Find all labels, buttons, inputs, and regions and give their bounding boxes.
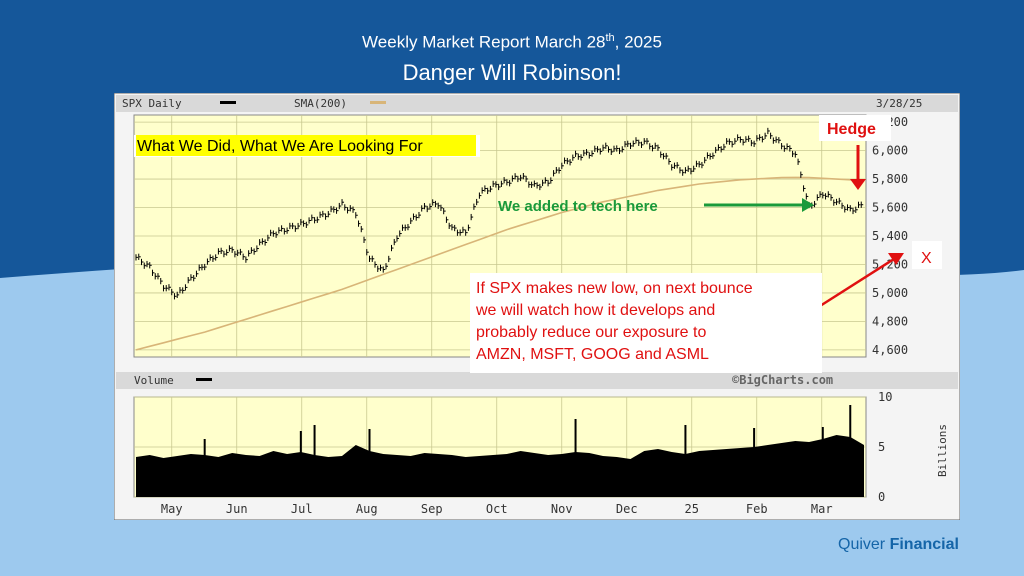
volume-area	[136, 435, 864, 497]
note-line-1: If SPX makes new low, on next bounce	[476, 280, 753, 297]
watermark: ©BigCharts.com	[732, 373, 833, 387]
note-box	[470, 273, 822, 373]
legend-series-swatch	[220, 101, 236, 104]
report-subtitle: Danger Will Robinson!	[402, 60, 622, 85]
note-line-2: we will watch how it develops and	[475, 302, 715, 319]
x-axis-labels: May Jun Jul Aug Sep Oct Nov Dec 25 Feb Mar	[161, 502, 833, 516]
price-y-tick: 5,000	[872, 286, 908, 300]
volume-y-tick: 0	[878, 490, 885, 504]
price-y-tick: 4,600	[872, 343, 908, 357]
annotation-box-highlight	[136, 135, 476, 156]
x-axis-label: Mar	[811, 502, 833, 516]
x-mark: X	[921, 250, 932, 267]
legend-series-label: SPX Daily	[122, 97, 182, 110]
x-axis-label: Aug	[356, 502, 378, 516]
price-series	[135, 127, 864, 300]
note-line-3: probably reduce our exposure to	[476, 324, 706, 341]
hedge-label: Hedge	[827, 121, 876, 138]
price-y-tick: 5,800	[872, 172, 908, 186]
hedge-arrowhead	[850, 179, 866, 190]
legend-sma-label: SMA(200)	[294, 97, 347, 110]
x-axis-label: May	[161, 502, 183, 516]
hedge-label-bg	[819, 115, 891, 141]
volume-spikes	[203, 405, 852, 497]
sma-line	[135, 176, 865, 351]
tech-annotation: We added to tech here	[498, 198, 658, 215]
x-axis-label: 25	[685, 502, 699, 516]
volume-unit: Billions	[936, 424, 949, 477]
price-y-ticks: 6,2006,0005,8005,6005,4005,2005,0004,800…	[872, 115, 908, 357]
x-arrowhead	[888, 253, 904, 265]
annotation-box-title: What We Did, What We Are Looking For	[137, 138, 423, 155]
price-y-tick: 5,600	[872, 201, 908, 215]
tech-arrowhead	[802, 198, 814, 212]
report-title: Weekly Market Report March 28th, 2025	[362, 32, 662, 52]
volume-y-tick: 10	[878, 390, 892, 404]
note-line-4: AMZN, MSFT, GOOG and ASML	[476, 346, 709, 363]
volume-y-ticks: 10 5 0	[878, 390, 892, 504]
price-y-tick: 4,800	[872, 314, 908, 328]
volume-label: Volume	[134, 374, 174, 387]
x-axis-label: Dec	[616, 502, 638, 516]
price-y-tick: 5,400	[872, 229, 908, 243]
x-axis-label: Oct	[486, 502, 508, 516]
spx-chart: SPX Daily SMA(200) 3/28/25 6,2006,0005,8…	[114, 93, 960, 520]
x-arrow	[819, 257, 895, 308]
x-axis-label: Jul	[291, 502, 313, 516]
x-axis-label: Jun	[226, 502, 248, 516]
brand-logo: Quiver Financial	[838, 536, 959, 553]
volume-y-tick: 5	[878, 440, 885, 454]
price-y-tick: 6,000	[872, 144, 908, 158]
x-mark-bg	[912, 241, 942, 269]
legend-sma-swatch	[370, 101, 386, 104]
x-axis-label: Feb	[746, 502, 768, 516]
x-axis-label: Nov	[551, 502, 573, 516]
volume-swatch	[196, 378, 212, 381]
legend-date: 3/28/25	[876, 97, 922, 110]
x-axis-label: Sep	[421, 502, 443, 516]
